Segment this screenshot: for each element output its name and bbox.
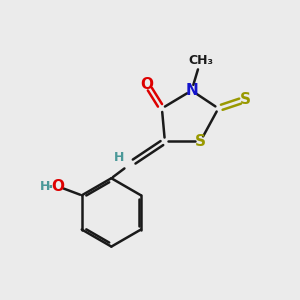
Text: H: H — [39, 180, 50, 193]
Text: H: H — [114, 151, 124, 164]
Text: O: O — [52, 179, 64, 194]
Text: CH₃: CH₃ — [188, 54, 213, 67]
Text: O: O — [140, 77, 154, 92]
Text: N: N — [185, 83, 198, 98]
Text: S: S — [240, 92, 250, 107]
Text: ·: · — [47, 180, 53, 195]
Text: S: S — [195, 134, 206, 148]
